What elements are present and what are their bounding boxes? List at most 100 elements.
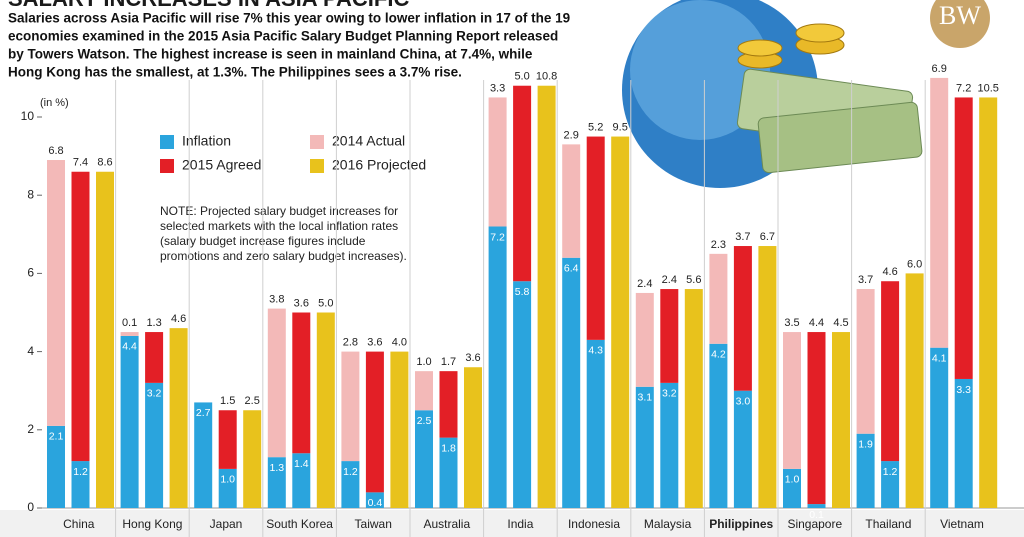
value-label: 1.5 <box>220 395 235 407</box>
value-label: 6.4 <box>564 263 579 275</box>
value-label: 1.0 <box>785 474 800 486</box>
value-label: 3.7 <box>858 274 873 286</box>
x-tick-label: Philippines <box>709 517 773 531</box>
y-tick-label: 8 <box>27 187 34 201</box>
segment-bar <box>439 371 458 438</box>
category-band <box>0 510 1024 537</box>
value-label: 5.2 <box>588 121 603 133</box>
projected-bar <box>243 410 262 508</box>
inflation-bar <box>47 425 65 508</box>
projected-bar <box>832 332 850 508</box>
projected-bar <box>611 136 630 509</box>
inflation-bar <box>881 461 900 508</box>
segment-bar <box>733 246 752 391</box>
segment-bar <box>267 308 286 458</box>
value-label: 5.6 <box>686 274 701 286</box>
segment-bar <box>562 144 581 258</box>
value-label: 5.0 <box>318 297 333 309</box>
x-tick-label: Hong Kong <box>122 517 182 531</box>
segment-bar <box>586 136 605 340</box>
segment-bar <box>415 371 433 411</box>
segment-bar <box>930 77 949 348</box>
segment-bar <box>71 171 90 462</box>
projected-bar <box>758 246 777 508</box>
x-tick-label: Vietnam <box>940 517 984 531</box>
value-label: 2.5 <box>245 395 260 407</box>
value-label: 4.4 <box>122 341 137 353</box>
x-tick-label: Singapore <box>787 517 842 531</box>
legend-label: 2014 Actual <box>332 133 405 149</box>
value-label: 6.0 <box>907 258 922 270</box>
inflation-bar <box>562 257 581 508</box>
subtitle-line: Salaries across Asia Pacific will rise 7… <box>8 11 570 26</box>
value-label: 2.3 <box>711 239 726 251</box>
subtitle: Salaries across Asia Pacific will rise 7… <box>8 11 570 80</box>
value-label: 4.6 <box>171 313 186 325</box>
value-label: 10.5 <box>977 82 998 94</box>
inflation-bar <box>807 504 826 508</box>
value-label: 2.9 <box>564 129 579 141</box>
value-label: 4.1 <box>932 352 947 364</box>
inflation-bar <box>365 492 384 508</box>
x-tick-label: Taiwan <box>355 517 392 531</box>
value-label: 1.2 <box>883 466 898 478</box>
legend-label: Inflation <box>182 133 231 149</box>
segment-bar <box>341 351 360 462</box>
value-label: 4.2 <box>711 349 726 361</box>
y-tick-label: 10 <box>21 109 35 123</box>
value-label: 2.5 <box>417 415 432 427</box>
projected-bar <box>96 171 114 509</box>
value-label: 0.1 <box>809 509 824 521</box>
value-label: 2.4 <box>637 278 652 290</box>
projected-bar <box>537 85 556 508</box>
value-label: 3.6 <box>294 297 309 309</box>
inflation-bar <box>954 378 973 508</box>
inflation-bar <box>709 343 728 508</box>
x-tick-label: Malaysia <box>644 517 692 531</box>
value-label: 4.4 <box>809 317 824 329</box>
x-tick-label: Indonesia <box>568 517 620 531</box>
segment-bar <box>365 351 384 493</box>
value-label: 3.6 <box>367 337 382 349</box>
legend-swatch <box>160 135 174 149</box>
inflation-bar <box>267 457 286 508</box>
value-label: 4.0 <box>392 337 407 349</box>
value-label: 1.2 <box>343 466 358 478</box>
value-label: 4.6 <box>882 266 897 278</box>
inflation-bar <box>71 461 90 508</box>
value-label: 1.9 <box>858 438 873 450</box>
segment-bar <box>513 85 532 282</box>
value-label: 0.4 <box>368 497 383 509</box>
value-label: 7.4 <box>73 157 88 169</box>
inflation-bar <box>292 453 311 508</box>
segment-bar <box>145 332 164 383</box>
illustration <box>622 0 990 188</box>
value-label: 2.7 <box>196 407 211 419</box>
segment-bar <box>709 253 728 344</box>
value-label: 2.8 <box>343 337 358 349</box>
y-axis-label: (in %) <box>40 97 69 109</box>
inflation-bar <box>415 410 433 508</box>
value-label: 1.3 <box>146 317 161 329</box>
value-label: 0.1 <box>122 317 137 329</box>
segment-bar <box>218 410 237 469</box>
value-label: 3.8 <box>269 293 284 305</box>
value-label: 8.6 <box>97 157 112 169</box>
value-label: 6.8 <box>48 145 63 157</box>
value-label: 3.1 <box>637 392 652 404</box>
x-tick-label: India <box>507 517 533 531</box>
value-label: 1.0 <box>416 356 431 368</box>
value-label: 5.8 <box>515 286 530 298</box>
value-label: 10.8 <box>536 71 557 83</box>
value-label: 7.2 <box>956 82 971 94</box>
subtitle-line: Hong Kong has the smallest, at 1.3%. The… <box>8 65 462 80</box>
segment-bar <box>954 97 973 379</box>
inflation-bar <box>194 402 213 508</box>
y-tick-label: 4 <box>27 344 34 358</box>
y-tick-label: 0 <box>27 500 34 514</box>
projected-bar <box>684 289 703 508</box>
logo: BW <box>939 1 981 30</box>
segment-bar <box>120 332 139 336</box>
value-label: 2.1 <box>49 431 64 443</box>
